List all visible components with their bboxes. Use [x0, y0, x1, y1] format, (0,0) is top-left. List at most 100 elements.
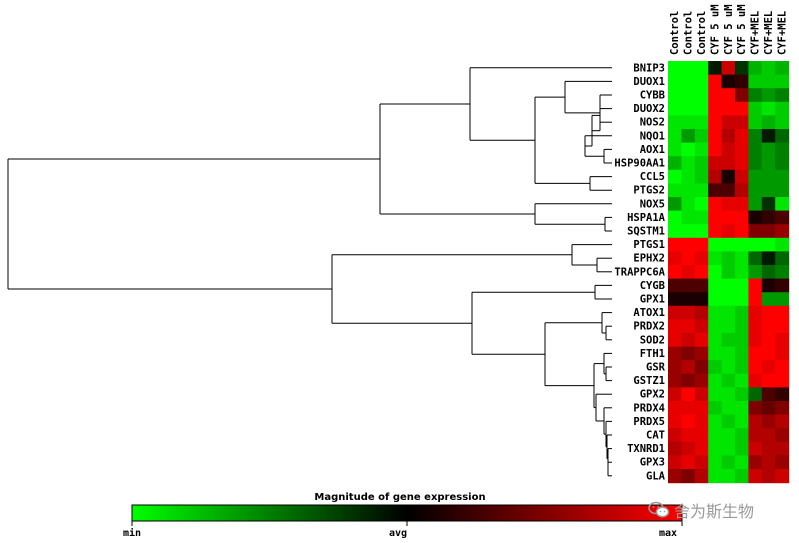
- heatmap-cell-prdx4-0: [668, 401, 682, 416]
- heatmap-cell-ptgs2-1: [681, 183, 696, 198]
- heatmap-cell-gpx2-4: [721, 387, 736, 402]
- heatmap-cell-gpx2-8: [775, 387, 790, 402]
- heatmap-cell-gpx2-2: [694, 387, 709, 402]
- row-label-nos2: NOS2: [640, 117, 665, 129]
- column-label-4: CYF 5 uM: [723, 4, 735, 55]
- heatmap-cell-cygb-1: [681, 278, 696, 293]
- heatmap-cell-bnip3-2: [694, 61, 709, 76]
- heatmap-cell-ephx2-2: [694, 251, 709, 266]
- heatmap-cell-fth1-2: [694, 346, 709, 361]
- heatmap-cell-cygb-2: [694, 278, 709, 293]
- heatmap-cell-sqstm1-0: [668, 224, 682, 239]
- heatmap-cell-cybb-3: [708, 88, 723, 103]
- heatmap-cell-nox5-0: [668, 197, 682, 212]
- heatmap-cell-cat-4: [721, 428, 736, 443]
- row-label-fth1: FTH1: [640, 348, 665, 360]
- heatmap-cell-duox1-7: [761, 74, 776, 89]
- heatmap-cell-bnip3-0: [668, 61, 682, 76]
- heatmap-cell-ephx2-5: [735, 251, 749, 266]
- heatmap-cell-cat-1: [681, 428, 696, 443]
- heatmap-cell-cybb-7: [761, 88, 776, 103]
- heatmap-cell-ptgs1-1: [681, 237, 696, 252]
- heatmap-cell-prdx5-5: [735, 414, 749, 429]
- row-label-prdx5: PRDX5: [633, 416, 665, 428]
- heatmap-cell-gstz1-0: [668, 373, 682, 388]
- row-label-nqo1: NQO1: [640, 130, 665, 142]
- heatmap-cell-trappc6a-0: [668, 265, 682, 280]
- heatmap-cell-fth1-8: [775, 346, 790, 361]
- heatmap-cell-trappc6a-8: [775, 265, 790, 280]
- heatmap-cell-nqo1-7: [761, 129, 776, 144]
- heatmap-cell-sod2-7: [761, 333, 776, 348]
- heatmap-cell-fth1-5: [735, 346, 749, 361]
- heatmap-cell-prdx5-1: [681, 414, 696, 429]
- heatmap-cell-nos2-1: [681, 115, 696, 130]
- heatmap-cell-txnrd1-4: [721, 441, 736, 456]
- heatmap-cell-nos2-2: [694, 115, 709, 130]
- row-label-trappc6a: TRAPPC6A: [614, 266, 665, 278]
- heatmap-cell-gpx3-2: [694, 455, 709, 470]
- heatmap-cell-ptgs1-0: [668, 237, 682, 252]
- heatmap-cell-gpx1-4: [721, 292, 736, 307]
- heatmap-cell-gstz1-5: [735, 373, 749, 388]
- heatmap-cell-prdx4-3: [708, 401, 723, 416]
- heatmap-cell-hsp90aa1-5: [735, 156, 749, 171]
- heatmap-cell-gsr-3: [708, 360, 723, 375]
- heatmap-cell-sqstm1-1: [681, 224, 696, 239]
- heatmap-cell-sod2-4: [721, 333, 736, 348]
- heatmap-cell-txnrd1-0: [668, 441, 682, 456]
- heatmap-cell-cat-8: [775, 428, 790, 443]
- heatmap-cell-atox1-5: [735, 305, 749, 320]
- heatmap-cell-gpx3-3: [708, 455, 723, 470]
- heatmap-cell-gla-7: [761, 469, 776, 484]
- heatmap-cell-gpx2-5: [735, 387, 749, 402]
- color-legend: Magnitude of gene expression min avg max: [123, 492, 683, 539]
- row-label-cygb: CYGB: [640, 280, 665, 292]
- heatmap-cell-gstz1-6: [748, 373, 763, 388]
- row-label-hspa1a: HSPA1A: [627, 212, 666, 224]
- heatmap-cell-cat-2: [694, 428, 709, 443]
- heatmap-cell-ccl5-4: [721, 169, 736, 184]
- heatmap-cell-fth1-6: [748, 346, 763, 361]
- heatmap-cell-atox1-2: [694, 305, 709, 320]
- heatmap-cell-sod2-3: [708, 333, 723, 348]
- column-label-2: Control: [696, 11, 708, 55]
- heatmap-cell-ptgs2-6: [748, 183, 763, 198]
- heatmap-cell-nox5-1: [681, 197, 696, 212]
- column-label-7: CYF+MEL: [763, 11, 775, 55]
- heatmap-cell-duox1-4: [721, 74, 736, 89]
- heatmap-cell-hsp90aa1-6: [748, 156, 763, 171]
- heatmap-cell-cat-7: [761, 428, 776, 443]
- watermark-text: 舍为斯生物: [674, 502, 755, 521]
- heatmap-cell-txnrd1-8: [775, 441, 790, 456]
- heatmap-cell-cybb-8: [775, 88, 790, 103]
- heatmap-cell-prdx2-3: [708, 319, 723, 334]
- legend-max-label: max: [659, 528, 677, 539]
- heatmap-cell-cat-6: [748, 428, 763, 443]
- heatmap-cell-ephx2-7: [761, 251, 776, 266]
- heatmap-cell-cybb-2: [694, 88, 709, 103]
- row-label-sqstm1: SQSTM1: [627, 226, 665, 238]
- heatmap-cell-txnrd1-3: [708, 441, 723, 456]
- heatmap-cell-gpx3-1: [681, 455, 696, 470]
- heatmap-cell-txnrd1-7: [761, 441, 776, 456]
- row-label-gstz1: GSTZ1: [633, 375, 665, 387]
- heatmap-cell-gpx3-0: [668, 455, 682, 470]
- heatmap-cell-bnip3-6: [748, 61, 763, 76]
- heatmap-cell-duox2-0: [668, 101, 682, 116]
- heatmap-cell-fth1-7: [761, 346, 776, 361]
- heatmap-cell-hspa1a-3: [708, 210, 723, 225]
- row-label-gpx1: GPX1: [640, 294, 665, 306]
- heatmap-cell-ptgs1-3: [708, 237, 723, 252]
- heatmap-cell-duox1-8: [775, 74, 790, 89]
- heatmap-cell-nqo1-5: [735, 129, 749, 144]
- heatmap-cell-nqo1-0: [668, 129, 682, 144]
- heatmap-cell-ptgs1-5: [735, 237, 749, 252]
- heatmap-cell-cygb-6: [748, 278, 763, 293]
- heatmap-cell-cybb-1: [681, 88, 696, 103]
- heatmap-cell-sod2-2: [694, 333, 709, 348]
- heatmap-cell-gla-3: [708, 469, 723, 484]
- heatmap-cell-duox1-0: [668, 74, 682, 89]
- heatmap-cell-ephx2-6: [748, 251, 763, 266]
- heatmap-cell-gsr-1: [681, 360, 696, 375]
